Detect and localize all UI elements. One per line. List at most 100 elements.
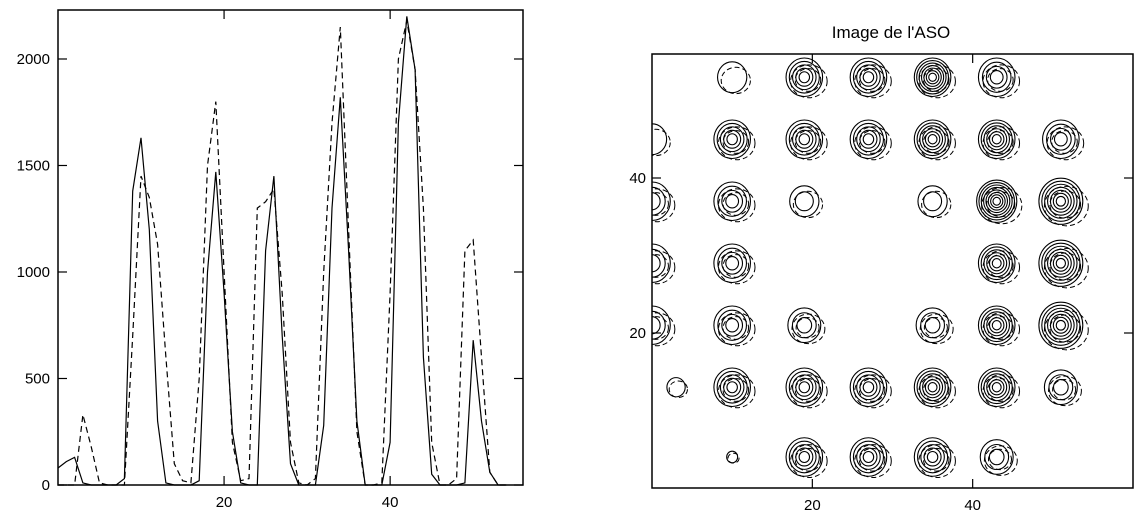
dashed-contour — [717, 250, 756, 285]
solid-contour — [980, 184, 1013, 219]
y-tick-label: 2000 — [17, 51, 50, 68]
solid-contour — [795, 129, 814, 149]
dashed-contour — [922, 130, 950, 154]
contour-spot — [917, 185, 952, 219]
contour-spot — [1042, 119, 1085, 161]
dashed-contour — [923, 317, 948, 339]
solid-contour — [918, 62, 947, 92]
solid-contour — [1041, 242, 1081, 284]
solid-contour — [923, 191, 943, 212]
x-tick-label: 20 — [804, 497, 821, 514]
solid-contour — [1055, 257, 1067, 269]
dashed-contour — [987, 130, 1014, 154]
solid-contour — [726, 381, 738, 394]
solid-contour — [852, 370, 885, 404]
x-tick-label: 40 — [382, 494, 399, 511]
contour-spot — [977, 57, 1021, 99]
y-tick-label: 0 — [42, 477, 50, 494]
contour-plot-title: Image de l'ASO — [832, 23, 951, 42]
solid-contour — [976, 179, 1018, 223]
dashed-contour — [854, 64, 892, 99]
dashed-contour — [652, 254, 669, 278]
dashed-contour — [854, 444, 892, 478]
contour-spot — [652, 305, 676, 347]
dashed-contour — [652, 128, 671, 157]
dashed-contour — [794, 447, 822, 472]
solid-contour — [913, 437, 952, 477]
contour-spot — [666, 377, 688, 398]
dashed-contour — [854, 374, 892, 409]
solid-contour — [1052, 316, 1069, 334]
solid-contour — [991, 134, 1002, 145]
solid-contour — [924, 317, 941, 334]
solid-contour — [915, 307, 950, 344]
solid-contour — [713, 119, 751, 160]
solid-contour — [852, 440, 885, 474]
y-tick-label: 500 — [25, 370, 50, 387]
solid-contour — [789, 185, 820, 218]
contour-x-axis: 20 40 — [804, 54, 981, 514]
solid-contour — [1052, 254, 1069, 272]
dashed-contour — [1049, 252, 1082, 281]
dashed-contour — [858, 447, 886, 472]
solid-contour — [796, 317, 813, 334]
dashed-contour — [717, 374, 756, 409]
solid-contour — [978, 181, 1016, 221]
solid-contour — [977, 243, 1016, 284]
solid-contour — [852, 60, 885, 94]
contour-spot — [785, 119, 828, 161]
solid-contour — [849, 437, 888, 477]
y-tick-label: 20 — [629, 325, 646, 342]
solid-contour — [980, 308, 1013, 343]
dashed-contour — [794, 68, 822, 92]
solid-contour — [927, 382, 938, 393]
contour-spot — [849, 367, 892, 409]
solid-contour — [986, 376, 1008, 399]
dashed-contour — [652, 188, 676, 223]
solid-contour — [798, 133, 811, 146]
solid-contour — [924, 379, 941, 396]
dashed-contour — [982, 250, 1021, 285]
solid-contour — [913, 119, 952, 160]
solid-contour — [652, 248, 666, 278]
dashed-contour — [922, 68, 950, 92]
dashed-contour — [858, 130, 886, 154]
solid-contour — [795, 377, 814, 397]
solid-contour — [1049, 127, 1072, 151]
solid-contour — [1055, 195, 1067, 207]
dashed-contour — [922, 378, 950, 402]
contour-spot — [785, 367, 828, 409]
contour-spot — [785, 437, 828, 478]
contour-spot — [789, 185, 824, 219]
solid-contour — [785, 119, 824, 160]
solid-contour — [795, 67, 814, 87]
solid-contour — [1044, 245, 1078, 281]
solid-contour — [988, 131, 1005, 148]
contour-spot — [849, 57, 892, 99]
dashed-contour — [722, 316, 750, 340]
contour-spot — [913, 437, 956, 478]
solid-contour — [992, 196, 1002, 206]
contour-spot — [915, 307, 954, 345]
solid-contour — [713, 367, 751, 408]
solid-contour — [1041, 304, 1081, 346]
solid-contour — [988, 255, 1005, 272]
solid-contour — [1038, 301, 1084, 349]
contour-spots-group — [652, 57, 1089, 478]
dashed-contour — [1051, 130, 1078, 154]
solid-contour — [795, 447, 814, 467]
profile-y-axis: 0 500 1000 1500 2000 — [17, 51, 523, 494]
dashed-contour — [1046, 126, 1085, 161]
solid-contour — [785, 437, 824, 477]
solid-contour — [652, 310, 666, 340]
dashed-contour — [982, 374, 1021, 409]
dashed-contour — [919, 313, 954, 345]
solid-contour — [652, 305, 671, 346]
solid-contour — [1052, 379, 1069, 396]
contour-spot — [785, 57, 828, 99]
dashed-contour — [652, 250, 676, 285]
contour-spot — [977, 367, 1021, 409]
dashed-contour — [918, 64, 956, 99]
solid-contour — [859, 377, 878, 397]
